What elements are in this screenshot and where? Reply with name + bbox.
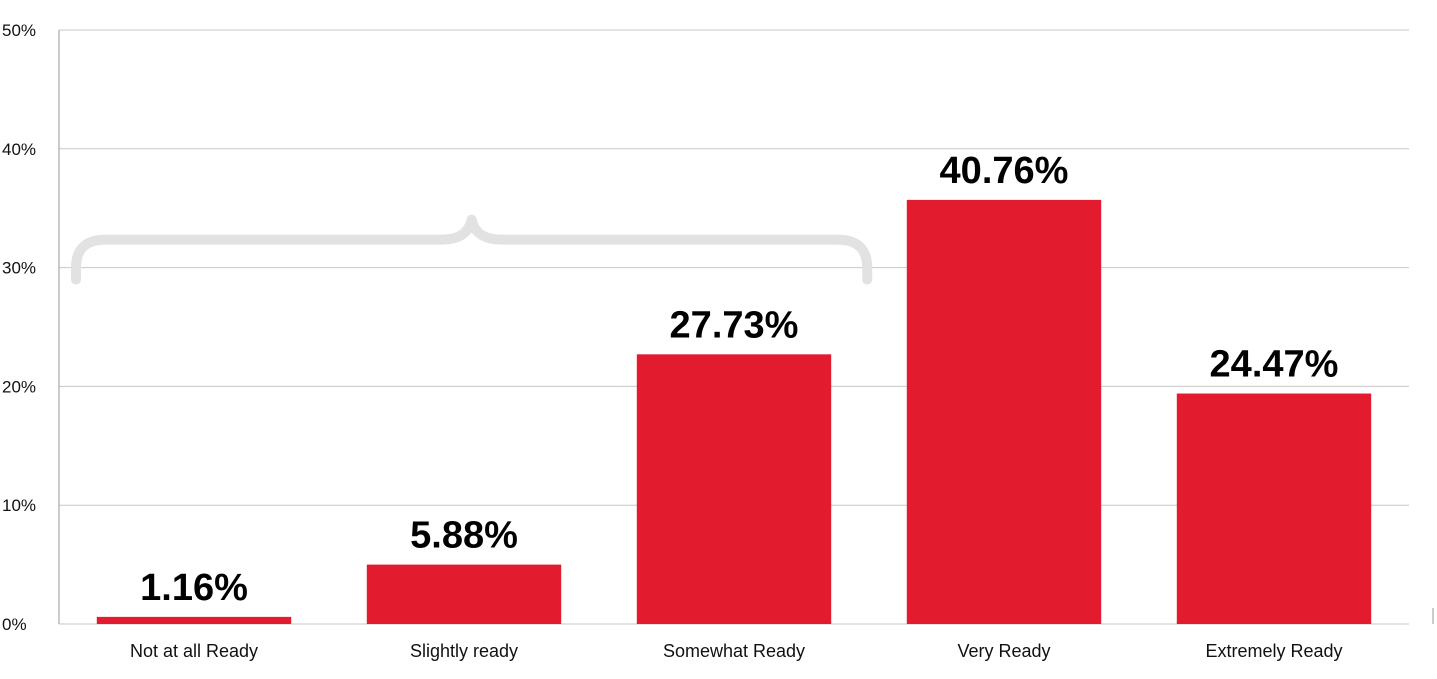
bar (96, 616, 292, 624)
y-tick-label: 10% (2, 496, 36, 515)
bar (906, 199, 1102, 624)
data-label: 40.76% (940, 150, 1069, 192)
category-label: Extremely Ready (1205, 641, 1342, 661)
bar (366, 564, 562, 624)
y-tick-label: 20% (2, 377, 36, 396)
curly-bracket (71, 214, 873, 285)
bar (1176, 393, 1372, 624)
bars (96, 199, 1372, 624)
category-label: Slightly ready (410, 641, 518, 661)
y-tick-label: 30% (2, 259, 36, 278)
y-tick-label: 0% (2, 615, 27, 634)
category-label: Not at all Ready (130, 641, 258, 661)
bracket-annotation (71, 214, 873, 285)
category-label: Somewhat Ready (663, 641, 805, 661)
y-tick-label: 40% (2, 140, 36, 159)
category-label: Very Ready (957, 641, 1050, 661)
data-label: 1.16% (140, 567, 248, 609)
y-axis: 0% 10% 20% 30% 40% 50% (2, 21, 1434, 634)
y-tick-label: 50% (2, 21, 36, 40)
bar (636, 354, 832, 624)
data-label: 24.47% (1210, 344, 1339, 386)
data-label: 5.88% (410, 515, 518, 557)
data-labels: 1.16% 5.88% 27.73% 40.76% 24.47% (140, 150, 1338, 609)
data-label: 27.73% (670, 304, 799, 346)
category-labels: Not at all Ready Slightly ready Somewhat R… (130, 641, 1343, 661)
